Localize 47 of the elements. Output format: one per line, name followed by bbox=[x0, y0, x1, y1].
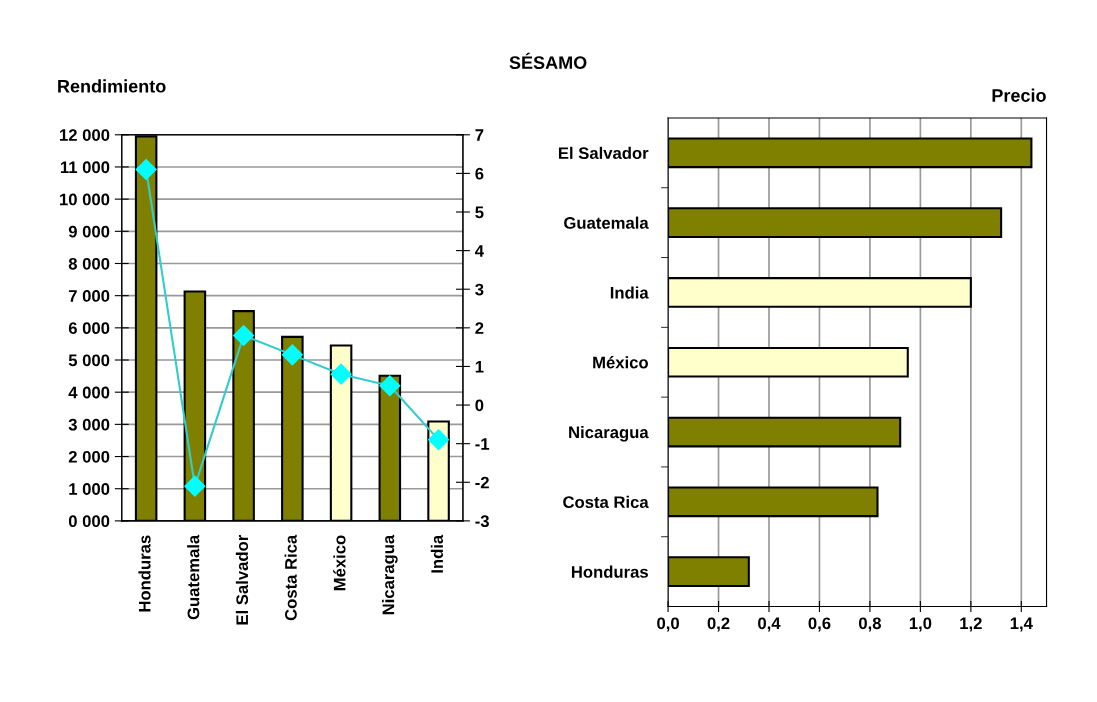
x-tick-label: México bbox=[333, 535, 346, 591]
x-axis-title: Precio bbox=[992, 88, 1046, 102]
y-tick-label: México bbox=[593, 356, 648, 369]
x-tick-label: 1,4 bbox=[1010, 617, 1033, 632]
y2-tick-label: 5 bbox=[475, 206, 484, 219]
x-tick-label: El Salvador bbox=[235, 535, 249, 625]
x-tick-label: 0,4 bbox=[758, 617, 781, 632]
x-tick-label: India bbox=[430, 534, 444, 573]
y-tick-label: 7 000 bbox=[68, 290, 110, 302]
y2-tick-label: 1 bbox=[475, 361, 484, 373]
y-tick-label: 11 000 bbox=[60, 161, 110, 174]
y2-tick-label: 4 bbox=[474, 245, 484, 257]
x-tick-label: 0,2 bbox=[707, 617, 730, 632]
x-tick-label: Costa Rica bbox=[284, 534, 297, 621]
y-tick-label: India bbox=[610, 286, 649, 299]
y2-tick-label: -1 bbox=[475, 438, 490, 450]
y-tick-label: 8 000 bbox=[68, 257, 110, 270]
y-tick-label: 4 000 bbox=[68, 386, 110, 399]
y-tick-label: 10 000 bbox=[60, 193, 110, 206]
y-tick-label: 2 000 bbox=[68, 450, 110, 463]
y-tick-label: 12 000 bbox=[60, 129, 110, 141]
y2-tick-label: -2 bbox=[475, 476, 489, 489]
y2-tick-label: 2 bbox=[475, 322, 484, 334]
x-tick-label: Nicaragua bbox=[382, 534, 398, 615]
y2-tick-label: 0 bbox=[475, 399, 484, 412]
chart-title: SÉSAMO bbox=[509, 52, 587, 70]
y-tick-label: Nicaragua bbox=[569, 425, 649, 442]
x-tick-label: Guatemala bbox=[187, 534, 200, 620]
x-tick-label: 1,0 bbox=[909, 617, 932, 632]
y-tick-label: 6 000 bbox=[68, 322, 110, 335]
y-tick-label: 9 000 bbox=[68, 225, 110, 238]
y-axis-title: Rendimiento bbox=[58, 79, 166, 93]
x-tick-label: 0,6 bbox=[808, 617, 831, 632]
y2-tick-label: 3 bbox=[475, 283, 484, 296]
y-tick-label: 3 000 bbox=[68, 418, 110, 431]
y-tick-label: Costa Rica bbox=[563, 495, 649, 509]
y2-tick-label: 6 bbox=[475, 167, 484, 180]
y-tick-label: 0 000 bbox=[68, 515, 110, 528]
y-tick-label: 5 000 bbox=[68, 354, 110, 367]
x-tick-label: 1,2 bbox=[960, 617, 982, 632]
y-tick-label: El Salvador bbox=[558, 146, 649, 160]
y2-tick-label: 7 bbox=[475, 129, 484, 141]
y-tick-label: Guatemala bbox=[564, 216, 649, 229]
x-tick-label: 0,8 bbox=[859, 617, 881, 632]
y2-tick-label: -3 bbox=[475, 515, 489, 528]
x-tick-label: 0,0 bbox=[657, 617, 679, 632]
y-tick-label: 1 000 bbox=[69, 483, 110, 495]
